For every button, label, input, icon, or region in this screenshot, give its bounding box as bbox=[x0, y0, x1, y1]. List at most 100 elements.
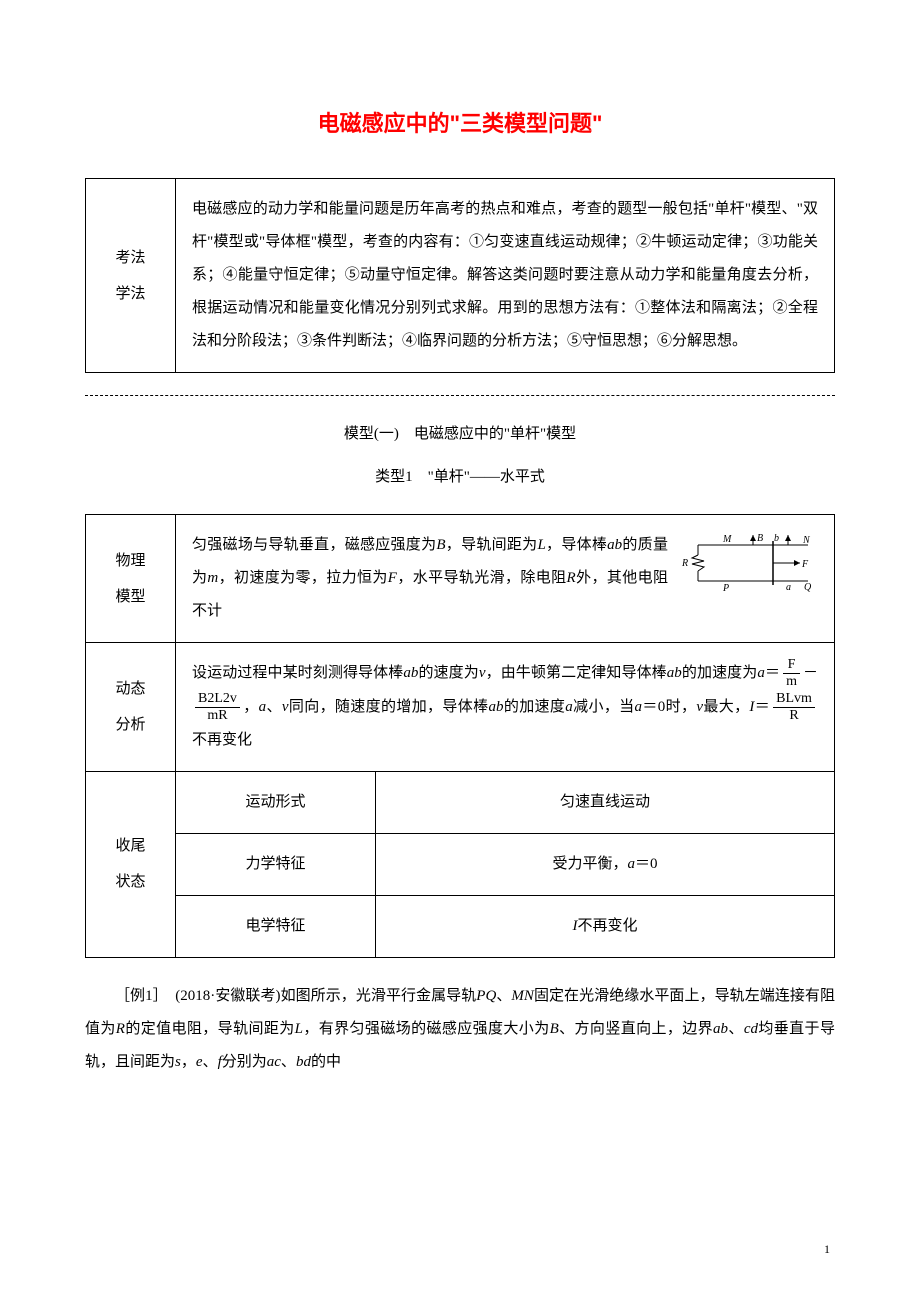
label-p: P bbox=[722, 583, 729, 593]
fraction: BLvmR bbox=[773, 691, 815, 724]
table-row: 电学特征 I不再变化 bbox=[86, 895, 835, 957]
method-left-cell: 考法学法 bbox=[86, 179, 176, 373]
page-title: 电磁感应中的"三类模型问题" bbox=[85, 100, 835, 148]
elec-label: 电学特征 bbox=[176, 895, 376, 957]
var-a: a bbox=[565, 699, 573, 715]
var-a: a bbox=[628, 856, 636, 872]
txt: 同向，随速度的增加，导体棒 bbox=[289, 699, 489, 715]
label-m: M bbox=[722, 534, 732, 545]
force-label: 力学特征 bbox=[176, 833, 376, 895]
txt: ， bbox=[243, 699, 259, 715]
var-ab: ab bbox=[667, 665, 682, 681]
var-bd: bd bbox=[296, 1054, 311, 1070]
var-ab: ab bbox=[607, 537, 622, 553]
txt: 设运动过程中某时刻测得导体棒 bbox=[192, 665, 403, 681]
var-v: v bbox=[282, 699, 289, 715]
example-label: ［例1］ (2018·安徽联考)如图所示，光滑平行金属导轨 bbox=[115, 988, 476, 1004]
var-b: B bbox=[436, 537, 445, 553]
var-r: R bbox=[567, 570, 576, 586]
physics-left-text: 物理模型 bbox=[115, 553, 145, 605]
txt: 的定值电阻，导轨间距为 bbox=[125, 1021, 295, 1037]
final-left-text: 收尾状态 bbox=[115, 838, 145, 890]
txt: ，导轨间距为 bbox=[446, 537, 538, 553]
var-l: L bbox=[295, 1021, 303, 1037]
force-value: 受力平衡，a＝0 bbox=[376, 833, 835, 895]
final-left-cell: 收尾状态 bbox=[86, 771, 176, 957]
txt: 匀强磁场与导轨垂直，磁感应强度为 bbox=[192, 537, 436, 553]
physics-text: 匀强磁场与导轨垂直，磁感应强度为B，导轨间距为L，导体棒ab的质量为m，初速度为… bbox=[192, 537, 668, 619]
label-b: b bbox=[774, 533, 779, 544]
motion-form-value: 匀速直线运动 bbox=[376, 771, 835, 833]
var-mn: MN bbox=[511, 988, 534, 1004]
var-v: v bbox=[479, 665, 486, 681]
var-ac: ac bbox=[267, 1054, 281, 1070]
var-f: F bbox=[388, 570, 397, 586]
table-row: 物理模型 M N P Q R B b bbox=[86, 515, 835, 643]
txt: 不再变化 bbox=[192, 732, 252, 748]
denominator: R bbox=[773, 708, 815, 724]
label-f: F bbox=[801, 559, 809, 570]
txt: 、方向竖直向上，边界 bbox=[559, 1021, 713, 1037]
eq: ＝ bbox=[754, 699, 770, 715]
var-r: R bbox=[116, 1021, 125, 1037]
dynamic-right-cell: 设运动过程中某时刻测得导体棒ab的速度为v，由牛顿第二定律知导体棒ab的加速度为… bbox=[176, 643, 835, 771]
txt: 受力平衡， bbox=[552, 856, 627, 872]
circuit-diagram: M N P Q R B b a F bbox=[678, 533, 818, 593]
sep: 、 bbox=[203, 1054, 218, 1070]
eq: ＝ bbox=[765, 665, 780, 681]
txt: ，有界匀强磁场的磁感应强度大小为 bbox=[303, 1021, 550, 1037]
txt: ，由牛顿第二定律知导体棒 bbox=[486, 665, 667, 681]
denominator: m bbox=[783, 674, 800, 690]
txt: ，水平导轨光滑，除电阻 bbox=[397, 570, 567, 586]
var-ab: ab bbox=[403, 665, 418, 681]
var-a: a bbox=[259, 699, 267, 715]
txt: ，导体棒 bbox=[546, 537, 607, 553]
label-n: N bbox=[802, 535, 811, 546]
denominator: mR bbox=[195, 708, 240, 724]
elec-value: I不再变化 bbox=[376, 895, 835, 957]
var-a: a bbox=[757, 665, 765, 681]
var-pq: PQ bbox=[476, 988, 496, 1004]
txt: ，初速度为零，拉力恒为 bbox=[218, 570, 388, 586]
txt: 最大， bbox=[703, 699, 749, 715]
var-e: e bbox=[196, 1054, 203, 1070]
label-q: Q bbox=[804, 582, 812, 593]
fraction: Fm bbox=[783, 657, 800, 690]
dynamic-left-cell: 动态分析 bbox=[86, 643, 176, 771]
label-a: a bbox=[786, 582, 791, 593]
numerator: B2L2v bbox=[195, 691, 240, 708]
physics-right-cell: M N P Q R B b a F 匀强磁场与导轨垂直，磁感应强度为B，导轨间距… bbox=[176, 515, 835, 643]
physics-left-cell: 物理模型 bbox=[86, 515, 176, 643]
var-ab: ab bbox=[713, 1021, 728, 1037]
table-row: 动态分析 设运动过程中某时刻测得导体棒ab的速度为v，由牛顿第二定律知导体棒ab… bbox=[86, 643, 835, 771]
sub-heading: 类型1 "单杆"——水平式 bbox=[85, 461, 835, 494]
txt: 、 bbox=[266, 699, 282, 715]
var-a: a bbox=[635, 699, 643, 715]
var-l: L bbox=[537, 537, 545, 553]
method-table: 考法学法 电磁感应的动力学和能量问题是历年高考的热点和难点，考查的题型一般包括"… bbox=[85, 178, 835, 373]
method-right-cell: 电磁感应的动力学和能量问题是历年高考的热点和难点，考查的题型一般包括"单杆"模型… bbox=[176, 179, 835, 373]
var-b: B bbox=[550, 1021, 559, 1037]
sep: 、 bbox=[496, 988, 511, 1004]
txt: 的加速度 bbox=[503, 699, 565, 715]
var-cd: cd bbox=[744, 1021, 758, 1037]
var-m: m bbox=[207, 570, 218, 586]
numerator: BLvm bbox=[773, 691, 815, 708]
sep: 、 bbox=[281, 1054, 296, 1070]
example-paragraph: ［例1］ (2018·安徽联考)如图所示，光滑平行金属导轨PQ、MN固定在光滑绝… bbox=[85, 980, 835, 1079]
txt: 分别为 bbox=[222, 1054, 267, 1070]
section-heading: 模型(一) 电磁感应中的"单杆"模型 bbox=[85, 418, 835, 451]
method-left-text: 考法学法 bbox=[115, 250, 145, 302]
model-table: 物理模型 M N P Q R B b bbox=[85, 514, 835, 957]
txt: ， bbox=[181, 1054, 196, 1070]
table-row: 力学特征 受力平衡，a＝0 bbox=[86, 833, 835, 895]
motion-form-label: 运动形式 bbox=[176, 771, 376, 833]
page-number: 1 bbox=[824, 1236, 830, 1262]
var-ab: ab bbox=[488, 699, 503, 715]
txt: 不再变化 bbox=[577, 918, 637, 934]
numerator: F bbox=[783, 657, 800, 674]
txt: ＝0 bbox=[635, 856, 658, 872]
txt: 减小，当 bbox=[573, 699, 635, 715]
fraction: B2L2vmR bbox=[195, 691, 240, 724]
table-row: 考法学法 电磁感应的动力学和能量问题是历年高考的热点和难点，考查的题型一般包括"… bbox=[86, 179, 835, 373]
